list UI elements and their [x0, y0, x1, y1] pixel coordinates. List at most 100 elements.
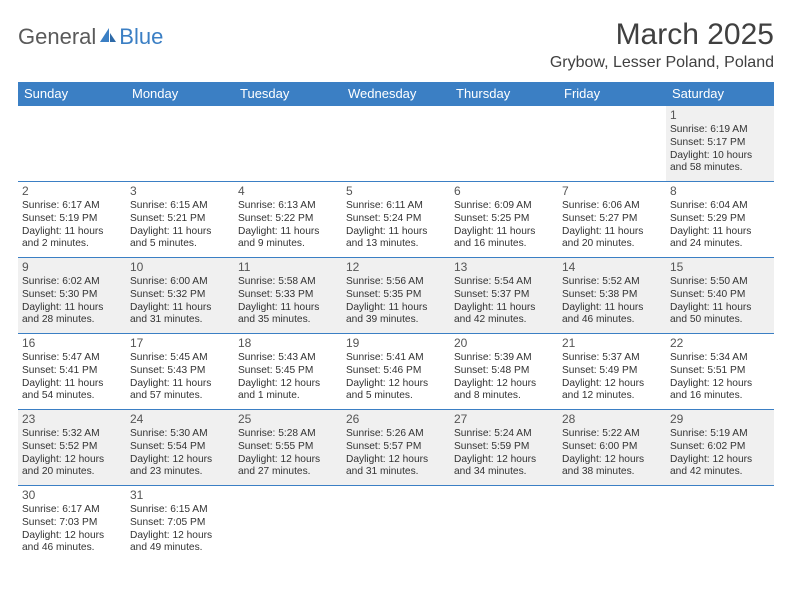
- logo-text-a: General: [18, 24, 96, 50]
- day-number: 18: [238, 336, 338, 351]
- sunset-text: Sunset: 5:48 PM: [454, 365, 554, 378]
- sunrise-text: Sunrise: 6:04 AM: [670, 200, 770, 213]
- sunrise-text: Sunrise: 6:09 AM: [454, 200, 554, 213]
- daylight-text: Daylight: 11 hours: [22, 226, 122, 239]
- day-number: 11: [238, 260, 338, 275]
- logo-sail-icon: [98, 24, 118, 50]
- daylight-text: and 23 minutes.: [130, 466, 230, 479]
- daylight-text: Daylight: 12 hours: [346, 378, 446, 391]
- daylight-text: and 31 minutes.: [346, 466, 446, 479]
- sunrise-text: Sunrise: 5:47 AM: [22, 352, 122, 365]
- daylight-text: Daylight: 12 hours: [562, 378, 662, 391]
- sunset-text: Sunset: 5:52 PM: [22, 441, 122, 454]
- day-number: 19: [346, 336, 446, 351]
- day-number: 7: [562, 184, 662, 199]
- sunrise-text: Sunrise: 5:24 AM: [454, 428, 554, 441]
- daylight-text: Daylight: 11 hours: [346, 226, 446, 239]
- calendar-cell: 14Sunrise: 5:52 AMSunset: 5:38 PMDayligh…: [558, 258, 666, 334]
- calendar-week-row: 2Sunrise: 6:17 AMSunset: 5:19 PMDaylight…: [18, 182, 774, 258]
- sunset-text: Sunset: 5:37 PM: [454, 289, 554, 302]
- sunrise-text: Sunrise: 5:19 AM: [670, 428, 770, 441]
- day-number: 21: [562, 336, 662, 351]
- calendar-cell: 23Sunrise: 5:32 AMSunset: 5:52 PMDayligh…: [18, 410, 126, 486]
- sunset-text: Sunset: 5:41 PM: [22, 365, 122, 378]
- calendar-cell: 9Sunrise: 6:02 AMSunset: 5:30 PMDaylight…: [18, 258, 126, 334]
- day-number: 25: [238, 412, 338, 427]
- calendar-cell: 30Sunrise: 6:17 AMSunset: 7:03 PMDayligh…: [18, 486, 126, 562]
- daylight-text: and 46 minutes.: [22, 542, 122, 555]
- daylight-text: Daylight: 11 hours: [562, 226, 662, 239]
- daylight-text: and 12 minutes.: [562, 390, 662, 403]
- page-title: March 2025: [550, 18, 774, 52]
- sunset-text: Sunset: 5:40 PM: [670, 289, 770, 302]
- calendar-cell: 26Sunrise: 5:26 AMSunset: 5:57 PMDayligh…: [342, 410, 450, 486]
- daylight-text: Daylight: 11 hours: [22, 378, 122, 391]
- calendar-cell: [558, 106, 666, 182]
- sunrise-text: Sunrise: 5:43 AM: [238, 352, 338, 365]
- sunset-text: Sunset: 5:19 PM: [22, 213, 122, 226]
- calendar-cell: 28Sunrise: 5:22 AMSunset: 6:00 PMDayligh…: [558, 410, 666, 486]
- sunrise-text: Sunrise: 5:30 AM: [130, 428, 230, 441]
- weekday-header: Tuesday: [234, 82, 342, 106]
- day-number: 15: [670, 260, 770, 275]
- daylight-text: and 31 minutes.: [130, 314, 230, 327]
- day-number: 27: [454, 412, 554, 427]
- day-number: 23: [22, 412, 122, 427]
- sunrise-text: Sunrise: 6:11 AM: [346, 200, 446, 213]
- day-number: 6: [454, 184, 554, 199]
- day-number: 1: [670, 108, 770, 123]
- daylight-text: Daylight: 12 hours: [670, 378, 770, 391]
- calendar-cell: 20Sunrise: 5:39 AMSunset: 5:48 PMDayligh…: [450, 334, 558, 410]
- calendar-cell: 1Sunrise: 6:19 AMSunset: 5:17 PMDaylight…: [666, 106, 774, 182]
- daylight-text: Daylight: 12 hours: [238, 378, 338, 391]
- sunset-text: Sunset: 5:17 PM: [670, 137, 770, 150]
- title-block: March 2025 Grybow, Lesser Poland, Poland: [550, 18, 774, 72]
- daylight-text: Daylight: 12 hours: [22, 530, 122, 543]
- calendar-week-row: 30Sunrise: 6:17 AMSunset: 7:03 PMDayligh…: [18, 486, 774, 562]
- daylight-text: Daylight: 11 hours: [670, 302, 770, 315]
- calendar-cell: 17Sunrise: 5:45 AMSunset: 5:43 PMDayligh…: [126, 334, 234, 410]
- sunset-text: Sunset: 6:02 PM: [670, 441, 770, 454]
- sunset-text: Sunset: 5:45 PM: [238, 365, 338, 378]
- weekday-header-row: Sunday Monday Tuesday Wednesday Thursday…: [18, 82, 774, 106]
- calendar-cell: [342, 486, 450, 562]
- calendar-cell: 31Sunrise: 6:15 AMSunset: 7:05 PMDayligh…: [126, 486, 234, 562]
- daylight-text: and 46 minutes.: [562, 314, 662, 327]
- daylight-text: Daylight: 11 hours: [346, 302, 446, 315]
- calendar-cell: 2Sunrise: 6:17 AMSunset: 5:19 PMDaylight…: [18, 182, 126, 258]
- sunrise-text: Sunrise: 5:54 AM: [454, 276, 554, 289]
- daylight-text: and 28 minutes.: [22, 314, 122, 327]
- sunrise-text: Sunrise: 6:06 AM: [562, 200, 662, 213]
- daylight-text: and 5 minutes.: [130, 238, 230, 251]
- weekday-header: Saturday: [666, 82, 774, 106]
- sunrise-text: Sunrise: 5:34 AM: [670, 352, 770, 365]
- sunset-text: Sunset: 5:33 PM: [238, 289, 338, 302]
- sunset-text: Sunset: 5:35 PM: [346, 289, 446, 302]
- sunrise-text: Sunrise: 6:19 AM: [670, 124, 770, 137]
- day-number: 28: [562, 412, 662, 427]
- calendar-cell: [126, 106, 234, 182]
- weekday-header: Wednesday: [342, 82, 450, 106]
- daylight-text: and 35 minutes.: [238, 314, 338, 327]
- sunset-text: Sunset: 5:24 PM: [346, 213, 446, 226]
- sunset-text: Sunset: 5:43 PM: [130, 365, 230, 378]
- daylight-text: Daylight: 12 hours: [130, 530, 230, 543]
- daylight-text: and 42 minutes.: [670, 466, 770, 479]
- sunset-text: Sunset: 5:29 PM: [670, 213, 770, 226]
- daylight-text: Daylight: 12 hours: [346, 454, 446, 467]
- sunrise-text: Sunrise: 5:32 AM: [22, 428, 122, 441]
- sunrise-text: Sunrise: 5:58 AM: [238, 276, 338, 289]
- sunrise-text: Sunrise: 5:37 AM: [562, 352, 662, 365]
- sunset-text: Sunset: 7:05 PM: [130, 517, 230, 530]
- daylight-text: Daylight: 12 hours: [238, 454, 338, 467]
- day-number: 9: [22, 260, 122, 275]
- daylight-text: Daylight: 11 hours: [670, 226, 770, 239]
- sunset-text: Sunset: 5:54 PM: [130, 441, 230, 454]
- daylight-text: Daylight: 12 hours: [562, 454, 662, 467]
- sunrise-text: Sunrise: 6:15 AM: [130, 504, 230, 517]
- calendar-cell: 18Sunrise: 5:43 AMSunset: 5:45 PMDayligh…: [234, 334, 342, 410]
- daylight-text: Daylight: 12 hours: [454, 378, 554, 391]
- daylight-text: and 34 minutes.: [454, 466, 554, 479]
- day-number: 10: [130, 260, 230, 275]
- calendar-cell: [666, 486, 774, 562]
